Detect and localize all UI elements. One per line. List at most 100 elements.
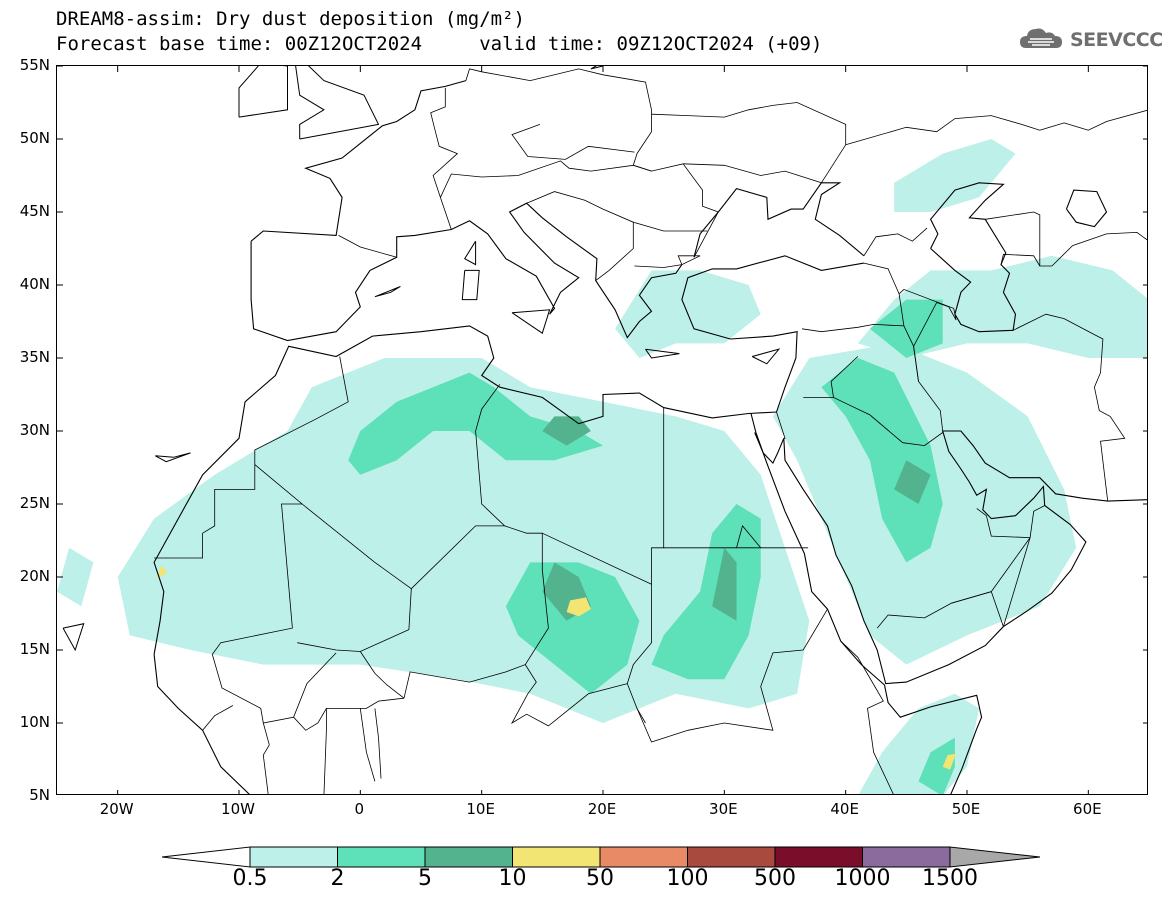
colorbar-label: 1500 [922, 866, 978, 891]
island-outline-11 [463, 240, 477, 266]
colorbar-max-triangle [949, 846, 1041, 868]
coastline-9 [1065, 189, 1108, 228]
island-outline-19 [62, 623, 85, 652]
island-outline-14 [751, 348, 781, 365]
country-border-48 [602, 74, 652, 172]
country-border-44 [338, 235, 397, 258]
coastline-1 [153, 654, 250, 794]
island-outline-16 [155, 452, 191, 463]
colorbar-segment-8 [862, 846, 951, 868]
coastline-3 [250, 80, 467, 242]
coastline-7 [754, 432, 785, 465]
colorbar-segment-4 [512, 846, 601, 868]
coastline-2 [250, 202, 683, 342]
forecast-time-line: Forecast base time: 00Z12OCT2024 valid t… [56, 33, 823, 55]
coastline-4 [693, 182, 865, 258]
lat-tick-label: 50N [19, 129, 50, 147]
lat-tick-label: 40N [19, 275, 50, 293]
country-border-63 [293, 652, 337, 718]
dust-region-16 [894, 460, 931, 504]
country-border-56 [1000, 253, 1041, 267]
country-border-46 [526, 191, 634, 281]
country-border-22 [211, 464, 304, 655]
country-border-21 [154, 464, 256, 559]
dust-region-14 [712, 547, 737, 621]
country-border-60 [526, 683, 628, 727]
country-border-39 [1003, 537, 1031, 627]
colorbar-label: 1000 [834, 866, 891, 891]
cloud-icon [1018, 24, 1066, 56]
colorbar [160, 845, 1041, 879]
country-border-40 [840, 640, 894, 794]
country-border-36 [876, 537, 1031, 629]
island-outline-18 [295, 66, 380, 140]
dust-field-layer [57, 139, 1147, 794]
colorbar-segment-3 [424, 846, 513, 868]
country-border-38 [976, 508, 1031, 538]
colorbar-segment-5 [599, 846, 688, 868]
colorbar-label: 50 [586, 866, 614, 891]
lon-tick-label: 50E [951, 800, 981, 818]
lat-tick-label: 25N [19, 494, 50, 512]
lon-tick-label: 0 [354, 800, 365, 818]
country-border-62 [211, 654, 405, 731]
colorbar-segment-1 [249, 846, 338, 868]
dust-region-17 [566, 597, 591, 617]
dust-region-0 [117, 358, 810, 723]
colorbar-segment-2 [337, 846, 426, 868]
country-border-70 [736, 525, 762, 549]
dust-region-11 [869, 299, 943, 358]
lon-tick-label: 20E [587, 800, 617, 818]
country-border-53 [845, 109, 1147, 146]
island-outline-15 [374, 286, 401, 298]
colorbar-label: 10 [498, 866, 527, 891]
island-outline-12 [511, 309, 551, 334]
map-canvas [57, 66, 1147, 794]
lat-tick-label: 10N [19, 713, 50, 731]
country-border-31 [776, 411, 786, 439]
country-border-43 [634, 255, 701, 268]
island-outline-10 [461, 269, 480, 301]
colorbar-min-triangle [161, 846, 251, 868]
country-border-28 [651, 407, 665, 585]
country-border-41 [951, 591, 1004, 627]
country-border-35 [863, 262, 905, 326]
dust-region-4 [894, 139, 1016, 212]
country-border-65 [262, 722, 270, 794]
country-border-61 [510, 664, 537, 725]
country-border-64 [359, 651, 405, 699]
country-border-57 [1012, 313, 1126, 502]
lat-tick-label: 45N [19, 202, 50, 220]
logo-text: SEEVCCC [1070, 29, 1163, 51]
dust-region-6 [57, 547, 94, 607]
map-panel[interactable] [56, 65, 1148, 795]
country-border-50 [430, 87, 459, 198]
lon-tick-label: 40E [830, 800, 859, 818]
dust-region-7 [348, 372, 603, 475]
coastline-layer [62, 66, 1147, 794]
lat-tick-label: 30N [19, 421, 50, 439]
country-border-54 [863, 227, 928, 257]
island-outline-17 [238, 66, 288, 118]
country-border-34 [830, 356, 859, 398]
lon-tick-label: 10E [466, 800, 495, 818]
colorbar-label: 2 [330, 866, 345, 891]
country-border-52 [651, 102, 847, 184]
dust-region-8 [505, 562, 640, 694]
lon-tick-label: 60E [1073, 800, 1102, 818]
country-border-26 [254, 356, 349, 465]
colorbar-segment-7 [774, 846, 863, 868]
coastline-8 [929, 182, 1017, 333]
country-border-66 [202, 705, 234, 731]
lat-tick-label: 20N [19, 567, 50, 585]
country-border-67 [374, 708, 382, 779]
dust-region-12 [918, 737, 955, 794]
colorbar-label: 100 [666, 866, 709, 891]
coastline-5 [750, 413, 983, 794]
map-title: DREAM8-assim: Dry dust deposition (mg/m²… [56, 8, 525, 30]
island-outline-13 [645, 348, 680, 359]
country-border-24 [403, 525, 549, 699]
colorbar-label: 500 [754, 866, 796, 891]
seevccc-logo: SEEVCCC [1018, 24, 1163, 56]
country-border-51 [511, 124, 635, 160]
